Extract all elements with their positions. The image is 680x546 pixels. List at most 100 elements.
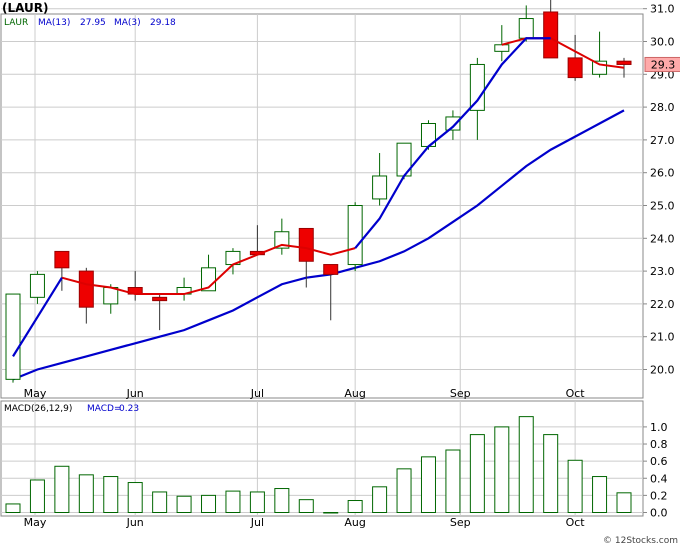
macd-x-tick-label: May [24, 516, 47, 529]
legend-ma13-label: MA(13) [38, 18, 70, 28]
candle-down [543, 0, 559, 59]
candle-up [518, 5, 534, 42]
candle-body [5, 293, 21, 380]
macd-bar [420, 456, 436, 513]
macd-bar [78, 474, 94, 513]
candle-body [29, 273, 45, 298]
candle-body [274, 231, 290, 249]
price-y-tick-label: 24.0 [650, 232, 675, 245]
macd-bar [152, 491, 168, 513]
macd-y-axis: 0.0 0.2 0.4 0.6 0.8 1.0 [643, 421, 668, 520]
macd-panel-frame [0, 400, 644, 517]
macd-bar [494, 426, 510, 513]
candle-body [372, 175, 388, 200]
candle-down [323, 264, 339, 321]
candle-up [445, 110, 461, 140]
last-price-value: 29.3 [651, 58, 676, 71]
ma3-blue-line [12, 277, 63, 357]
price-y-tick-label: 28.0 [650, 101, 675, 114]
macd-bar [543, 434, 559, 514]
macd-bar [274, 488, 290, 514]
macd-bar [396, 468, 412, 513]
candle-body [298, 227, 314, 262]
candle-up [5, 293, 21, 383]
macd-x-tick-label: Aug [344, 516, 365, 529]
macd-y-tick-label: 0.6 [650, 455, 668, 468]
candle-body [592, 60, 608, 75]
macd-bar [592, 476, 608, 514]
candle-body [543, 11, 559, 59]
macd-bar [127, 482, 143, 514]
macd-bar [372, 486, 388, 514]
price-x-axis: May Jun Jul Aug Sep Oct [24, 387, 586, 400]
price-x-tick-label: Jun [126, 387, 144, 400]
macd-legend-value: 0.23 [119, 404, 139, 414]
price-y-tick-label: 22.0 [650, 298, 675, 311]
ma3-red-line [61, 243, 356, 296]
macd-bar [225, 490, 241, 514]
candle-body [469, 63, 485, 111]
candle-body [445, 116, 461, 131]
price-y-tick-label: 26.0 [650, 167, 675, 180]
price-y-tick-label: 21.0 [650, 331, 675, 344]
price-y-tick-label: 31.0 [650, 3, 675, 16]
candle-down [152, 294, 168, 331]
candle-down [54, 250, 70, 291]
candle-up [274, 218, 290, 255]
macd-x-tick-label: Jun [126, 516, 144, 529]
macd-bar [249, 491, 265, 513]
legend-ma3-label: MA(3) [114, 18, 141, 28]
ma3-red-line [501, 37, 625, 69]
ma13-line [12, 109, 625, 381]
candle-body [616, 60, 632, 65]
candle-down [298, 227, 314, 288]
price-x-tick-label: Sep [450, 387, 471, 400]
candle-down [616, 57, 632, 78]
candle-body [152, 296, 168, 302]
macd-y-tick-label: 1.0 [650, 421, 668, 434]
legend-ma13-value: 27.95 [80, 18, 106, 28]
candle-body [518, 18, 534, 39]
candle-up [469, 57, 485, 140]
macd-bar [347, 500, 363, 513]
macd-bar [567, 459, 583, 513]
price-x-tick-label: May [24, 387, 47, 400]
chart-title: (LAUR) [2, 1, 49, 15]
macd-bar [616, 492, 632, 514]
candle-down [78, 267, 94, 324]
price-y-tick-label: 25.0 [650, 200, 675, 213]
macd-x-tick-label: Jul [250, 516, 264, 529]
candles [5, 0, 632, 383]
candle-up [372, 153, 388, 206]
macd-bar [5, 503, 21, 514]
macd-bar [445, 449, 461, 513]
price-grid [1, 8, 643, 398]
price-y-axis: 20.021.022.023.024.025.026.027.028.029.0… [643, 3, 675, 377]
price-y-tick-label: 30.0 [650, 36, 675, 49]
candle-body [347, 205, 363, 266]
last-price-tag [644, 56, 680, 72]
price-x-tick-label: Oct [566, 387, 586, 400]
candle-up [347, 202, 363, 272]
price-y-tick-label: 27.0 [650, 134, 675, 147]
macd-y-tick-label: 0.2 [650, 489, 668, 502]
macd-bar [323, 512, 339, 514]
macd-y-tick-label: 0.0 [650, 507, 668, 520]
macd-bar [103, 476, 119, 514]
candle-body [54, 250, 70, 269]
macd-y-tick-label: 0.4 [650, 472, 668, 485]
macd-x-axis: May Jun Jul Aug Sep Oct [24, 516, 586, 529]
price-y-tick-label: 23.0 [650, 265, 675, 278]
candle-up [29, 271, 45, 304]
candle-body [323, 264, 339, 275]
candle-body [78, 270, 94, 308]
candle-body [494, 44, 510, 52]
macd-legend-value-label: MACD= [87, 404, 122, 414]
macd-bar [518, 416, 534, 513]
watermark: © 12Stocks.com [603, 536, 678, 546]
price-x-tick-label: Aug [344, 387, 365, 400]
macd-bar [298, 499, 314, 514]
price-y-tick-label: 20.0 [650, 364, 675, 377]
macd-bar [29, 479, 45, 513]
